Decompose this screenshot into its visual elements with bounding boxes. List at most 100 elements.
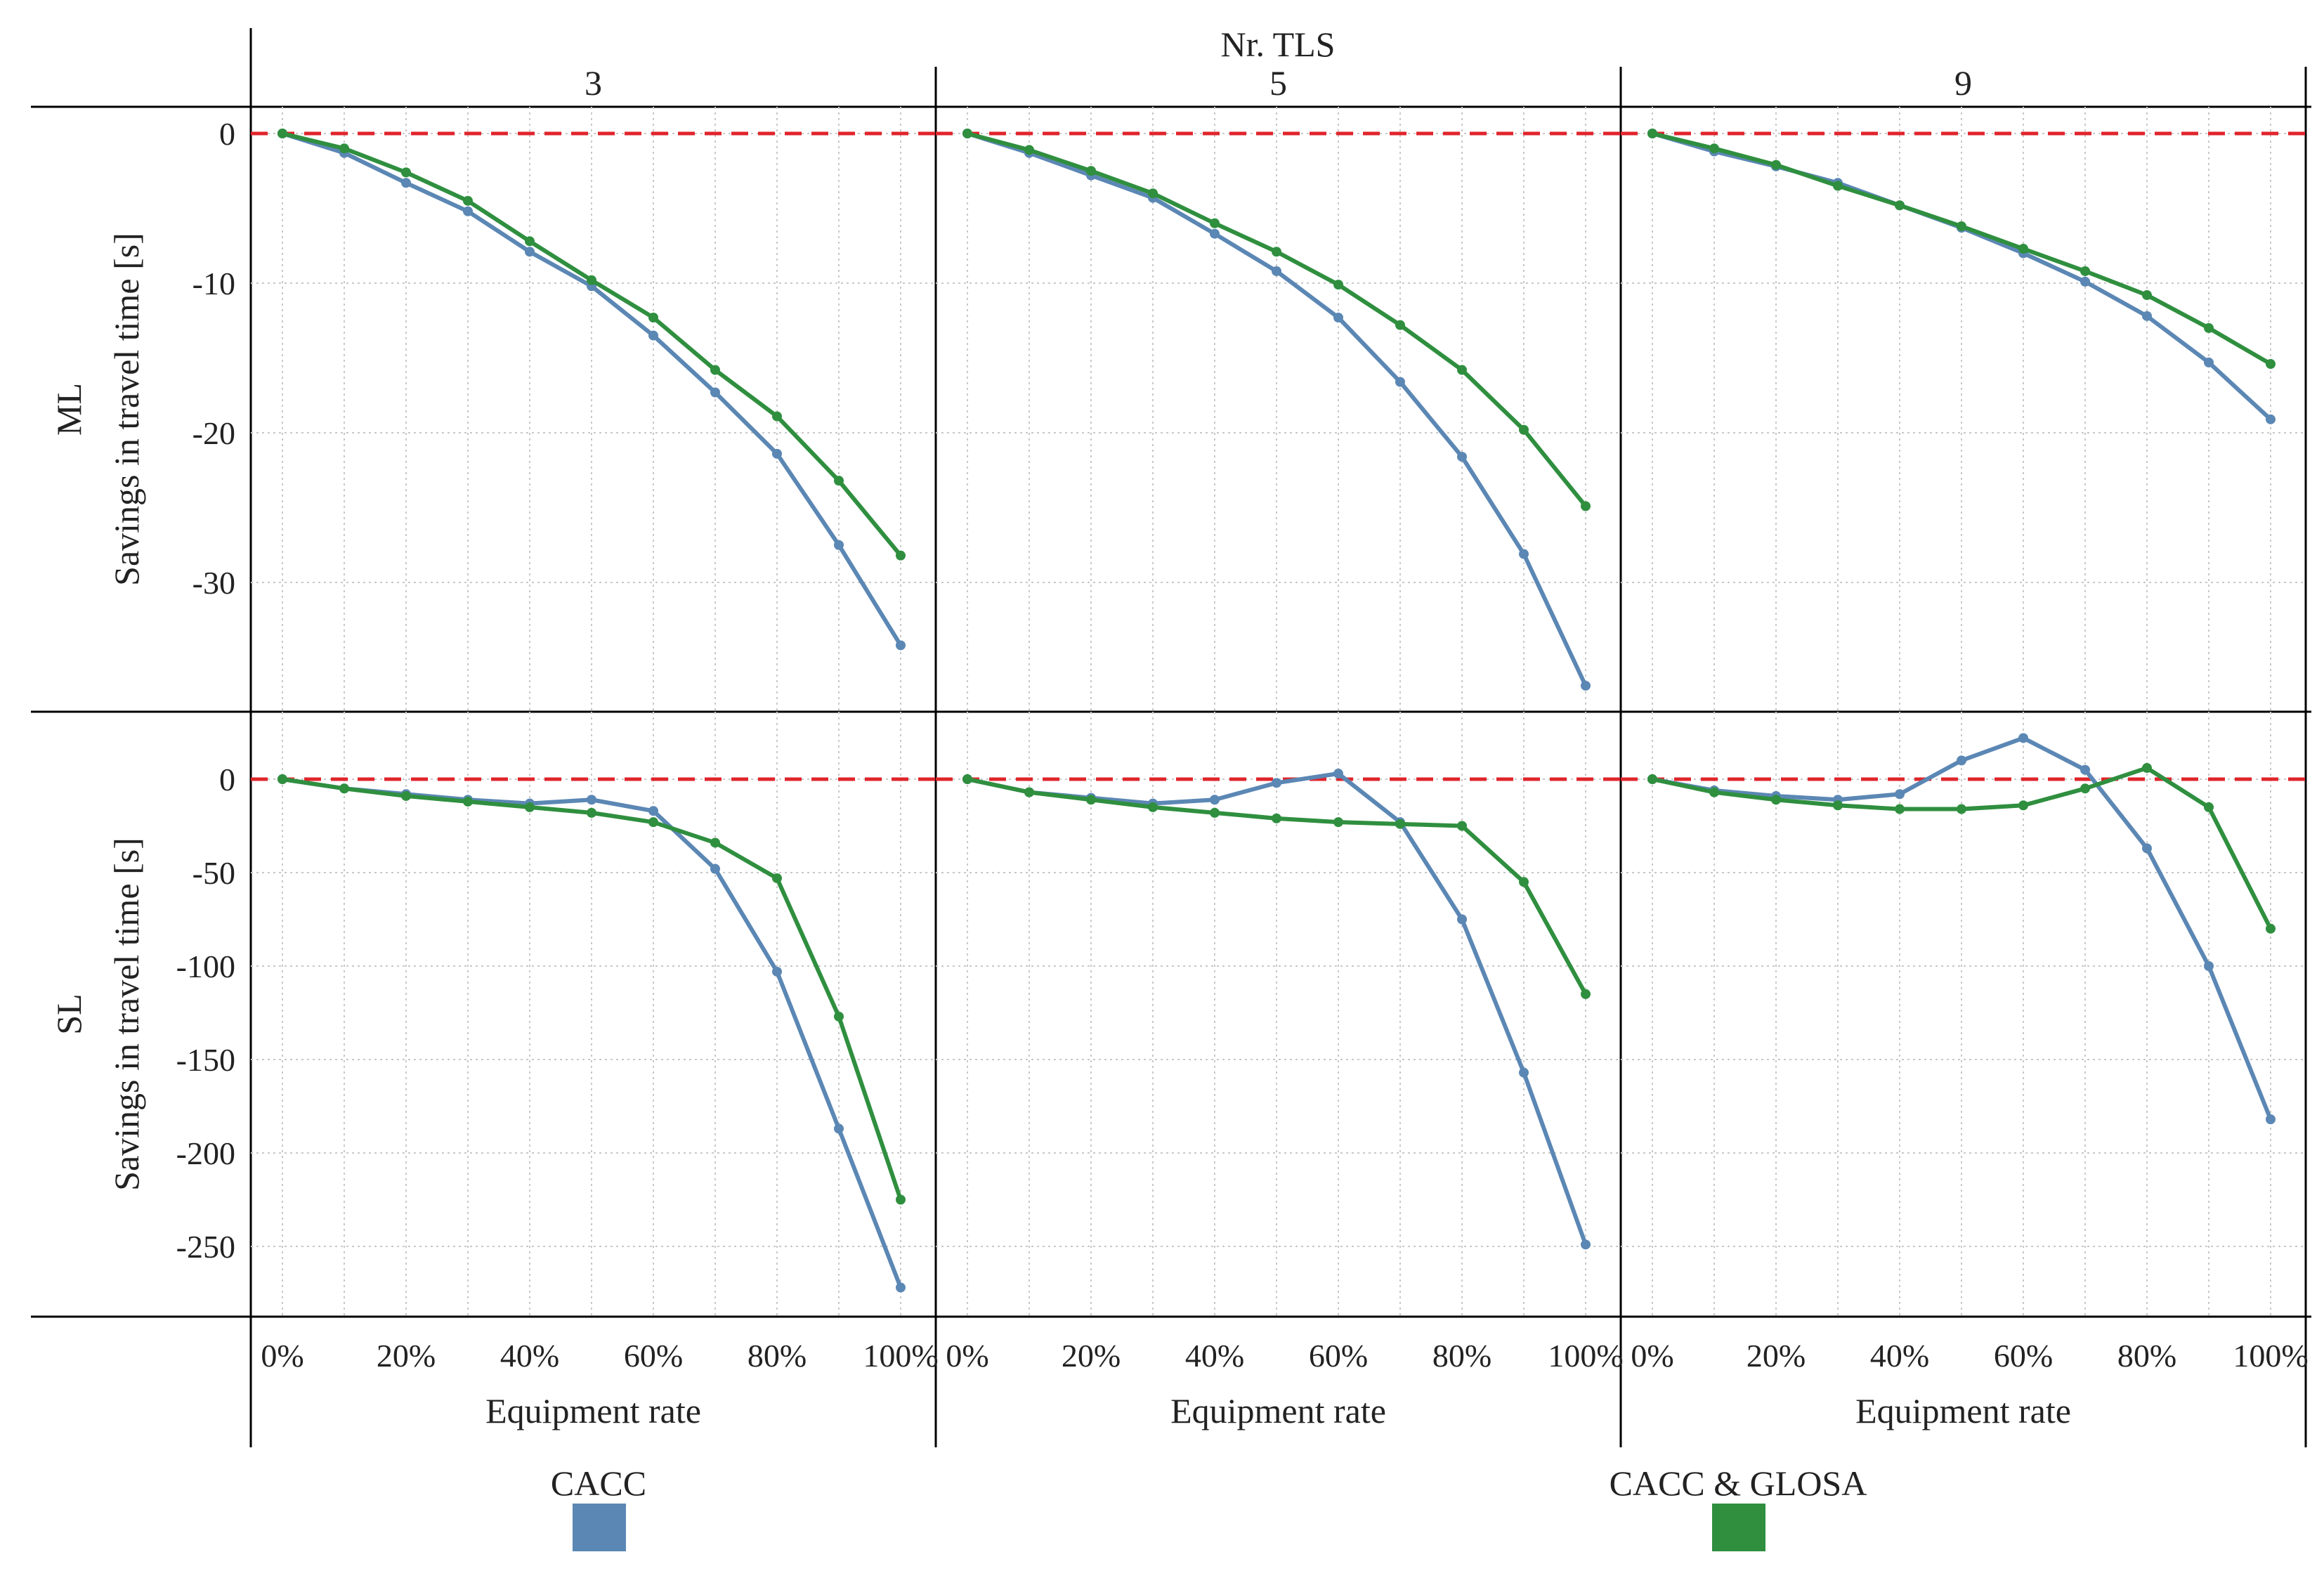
- data-point-cacc-glosa: [834, 1011, 844, 1022]
- x-axis-label: Equipment rate: [1170, 1391, 1386, 1430]
- data-point-cacc-glosa: [1957, 804, 1966, 814]
- data-point-cacc-glosa: [2266, 359, 2276, 370]
- data-point-cacc-glosa: [1272, 247, 1281, 257]
- data-point-cacc-glosa: [1210, 218, 1220, 228]
- data-point-cacc-glosa: [2142, 290, 2152, 301]
- data-point-cacc: [2204, 357, 2214, 367]
- data-point-cacc-glosa: [1086, 795, 1096, 805]
- data-point-cacc-glosa: [648, 817, 658, 828]
- data-point-cacc: [2142, 311, 2152, 321]
- row-facet-label-ML: ML: [49, 383, 89, 436]
- data-point-cacc-glosa: [772, 411, 782, 422]
- data-point-cacc: [1895, 789, 1905, 800]
- data-point-cacc-glosa: [525, 802, 535, 812]
- data-point-cacc-glosa: [1210, 807, 1220, 818]
- data-point-cacc-glosa: [401, 167, 411, 178]
- data-point-cacc: [2266, 414, 2276, 424]
- data-point-cacc-glosa: [1709, 787, 1719, 797]
- data-point-cacc: [1581, 1239, 1591, 1250]
- data-point-cacc-glosa: [1086, 166, 1096, 176]
- data-point-cacc: [2018, 733, 2028, 743]
- x-tick-label: 20%: [377, 1338, 436, 1374]
- data-point-cacc-glosa: [1333, 280, 1343, 290]
- data-point-cacc-glosa: [1395, 819, 1405, 829]
- data-point-cacc: [1272, 266, 1281, 276]
- row-facet-label-SL: SL: [49, 993, 89, 1034]
- data-point-cacc: [1333, 312, 1343, 322]
- data-point-cacc-glosa: [1833, 800, 1843, 811]
- data-point-cacc-glosa: [1771, 795, 1781, 805]
- data-point-cacc-glosa: [2142, 763, 2152, 774]
- data-point-cacc-glosa: [834, 476, 844, 486]
- data-point-cacc-glosa: [962, 129, 972, 138]
- x-tick-label: 40%: [1870, 1338, 1929, 1374]
- data-point-cacc: [2142, 843, 2152, 854]
- y-axis-label-ML: Savings in travel time [s]: [107, 233, 146, 586]
- data-point-cacc-glosa: [1148, 188, 1158, 199]
- x-tick-label: 100%: [2233, 1338, 2308, 1374]
- data-point-cacc-glosa: [1771, 159, 1781, 170]
- data-point-cacc-glosa: [587, 807, 596, 818]
- data-point-cacc-glosa: [339, 143, 349, 154]
- data-point-cacc-glosa: [1457, 365, 1467, 375]
- data-point-cacc-glosa: [1024, 787, 1034, 797]
- column-facet-label-5: 5: [1269, 63, 1287, 103]
- x-tick-label: 40%: [1185, 1338, 1244, 1374]
- x-tick-label: 20%: [1747, 1338, 1806, 1374]
- y-tick-label-SL--200: -200: [176, 1135, 235, 1171]
- data-point-cacc: [896, 640, 906, 651]
- y-tick-label-ML-0: 0: [219, 116, 235, 152]
- data-point-cacc: [1457, 914, 1467, 925]
- data-point-cacc-glosa: [463, 195, 473, 206]
- y-axis-label-SL: Savings in travel time [s]: [107, 837, 146, 1191]
- y-tick-label-SL-0: 0: [219, 762, 235, 797]
- x-tick-label: 0%: [261, 1338, 303, 1374]
- x-tick-label: 100%: [1548, 1338, 1623, 1374]
- x-tick-label: 0%: [946, 1338, 988, 1374]
- data-point-cacc-glosa: [1333, 817, 1343, 828]
- data-point-cacc: [834, 1123, 844, 1134]
- y-tick-label-SL--50: -50: [192, 855, 235, 891]
- data-point-cacc-glosa: [710, 837, 720, 848]
- data-point-cacc: [2080, 764, 2090, 775]
- column-facet-title: Nr. TLS: [1221, 25, 1336, 64]
- x-tick-label: 60%: [624, 1338, 683, 1374]
- x-tick-label: 60%: [1309, 1338, 1368, 1374]
- data-point-cacc: [1272, 778, 1281, 788]
- data-point-cacc: [834, 540, 844, 550]
- data-point-cacc-glosa: [2018, 800, 2028, 811]
- legend-label-cacc: CACC: [551, 1464, 646, 1503]
- data-point-cacc: [710, 863, 720, 874]
- data-point-cacc: [525, 247, 535, 257]
- data-point-cacc: [463, 206, 473, 216]
- data-point-cacc: [2204, 961, 2214, 971]
- data-point-cacc-glosa: [710, 365, 720, 375]
- data-point-cacc: [1395, 377, 1405, 387]
- data-point-cacc-glosa: [463, 796, 473, 807]
- data-point-cacc-glosa: [1024, 145, 1034, 155]
- data-point-cacc-glosa: [896, 550, 906, 561]
- data-point-cacc-glosa: [962, 774, 972, 784]
- data-point-cacc: [1210, 228, 1220, 239]
- data-point-cacc: [772, 448, 782, 459]
- data-point-cacc-glosa: [525, 236, 535, 247]
- data-point-cacc-glosa: [1895, 200, 1905, 211]
- labels-layer: 3 5 9 ML Savings in travel time [s] 0 -10 -20 -3…: [49, 63, 2309, 1430]
- data-point-cacc-glosa: [2204, 322, 2214, 333]
- data-point-cacc: [1519, 549, 1529, 559]
- y-tick-label-ML--20: -20: [192, 415, 235, 451]
- y-tick-label-ML--30: -30: [192, 565, 235, 601]
- data-point-cacc-glosa: [339, 783, 349, 794]
- data-point-cacc-glosa: [2204, 802, 2214, 812]
- data-point-cacc: [648, 330, 658, 341]
- data-point-cacc: [1333, 769, 1343, 779]
- data-point-cacc: [1457, 452, 1467, 462]
- x-tick-label: 100%: [863, 1338, 938, 1374]
- data-point-cacc-glosa: [772, 873, 782, 883]
- legend-swatch-cacc: [573, 1504, 626, 1551]
- data-point-cacc: [587, 795, 596, 805]
- y-tick-label-SL--250: -250: [176, 1229, 235, 1265]
- data-point-cacc: [2266, 1114, 2276, 1125]
- data-point-cacc-glosa: [1895, 804, 1905, 814]
